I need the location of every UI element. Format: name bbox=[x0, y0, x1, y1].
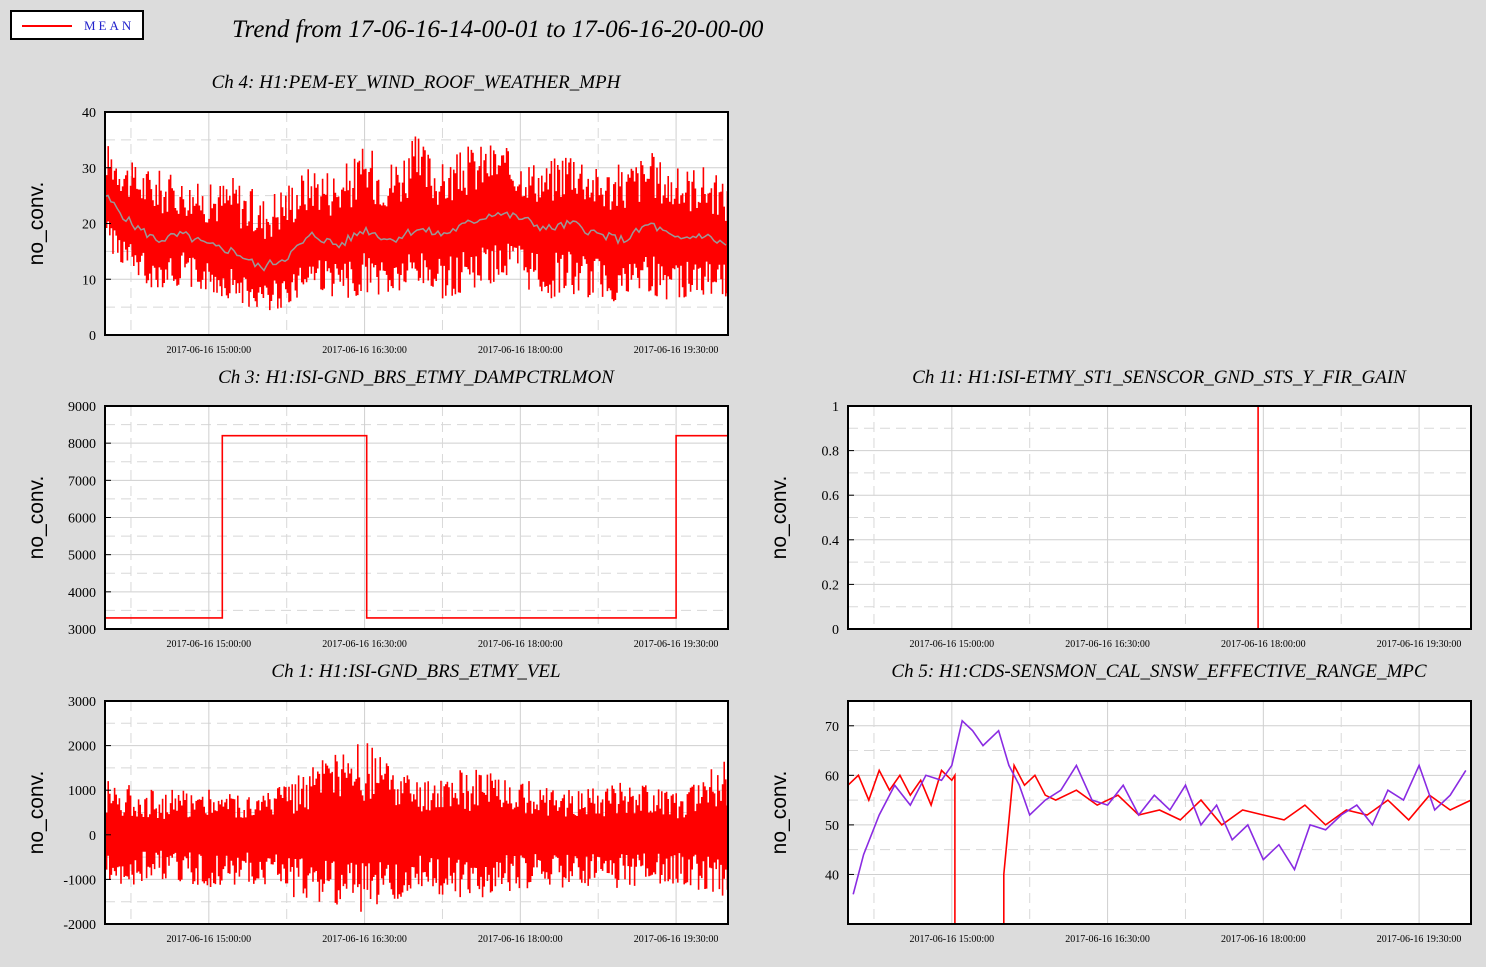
ch1-y-axis-label: no_conv. bbox=[25, 771, 48, 855]
ch5-y-tick-label: 40 bbox=[825, 868, 839, 883]
ch3-x-tick-label: 2017-06-16 16:30:00 bbox=[322, 639, 407, 650]
ch11-y-tick-label: 0.6 bbox=[822, 489, 840, 504]
ch3-series-0-line bbox=[105, 434, 728, 619]
ch4-y-tick-label: 10 bbox=[82, 273, 96, 288]
ch3-y-axis-label: no_conv. bbox=[25, 476, 48, 560]
ch1-y-tick-label: 2000 bbox=[68, 740, 96, 755]
ch4-x-tick-label: 2017-06-16 19:30:00 bbox=[634, 345, 719, 356]
legend: MEAN bbox=[10, 10, 144, 40]
ch1-y-tick-label: 0 bbox=[89, 829, 96, 844]
ch5-y-axis-label: no_conv. bbox=[768, 771, 791, 855]
ch5-x-tick-label: 2017-06-16 18:00:00 bbox=[1221, 934, 1306, 945]
ch5-y-tick-label: 50 bbox=[825, 819, 839, 834]
ch11-x-tick-label: 2017-06-16 16:30:00 bbox=[1065, 639, 1150, 650]
ch11-x-tick-label: 2017-06-16 15:00:00 bbox=[909, 639, 994, 650]
ch1-y-tick-label: -2000 bbox=[63, 918, 96, 933]
page-title: Trend from 17-06-16-14-00-01 to 17-06-16… bbox=[232, 16, 764, 43]
ch4-x-tick-label: 2017-06-16 18:00:00 bbox=[478, 345, 563, 356]
ch5-frame bbox=[847, 700, 1472, 925]
ch11-y-tick-label: 0.2 bbox=[822, 578, 840, 593]
ch5-x-tick-label: 2017-06-16 16:30:00 bbox=[1065, 934, 1150, 945]
ch3-chart-title: Ch 3: H1:ISI-GND_BRS_ETMY_DAMPCTRLMON bbox=[218, 367, 615, 388]
ch5-x-tick-label: 2017-06-16 19:30:00 bbox=[1377, 934, 1462, 945]
ch4-y-tick-label: 40 bbox=[82, 106, 96, 121]
ch3-x-tick-label: 2017-06-16 19:30:00 bbox=[634, 639, 719, 650]
ch4-y-tick-label: 20 bbox=[82, 218, 96, 233]
ch11-y-axis-label: no_conv. bbox=[768, 476, 791, 560]
ch11-x-tick-label: 2017-06-16 19:30:00 bbox=[1377, 639, 1462, 650]
legend-swatch bbox=[22, 25, 72, 27]
ch5-y-tick-label: 60 bbox=[825, 769, 839, 784]
ch4-x-tick-label: 2017-06-16 16:30:00 bbox=[322, 345, 407, 356]
ch5-x-tick-label: 2017-06-16 15:00:00 bbox=[909, 934, 994, 945]
ch11-y-tick-label: 1 bbox=[832, 400, 839, 415]
ch11-chart-title: Ch 11: H1:ISI-ETMY_ST1_SENSCOR_GND_STS_Y… bbox=[912, 367, 1407, 388]
ch4-y-axis-label: no_conv. bbox=[25, 182, 48, 266]
ch4-chart-title: Ch 4: H1:PEM-EY_WIND_ROOF_WEATHER_MPH bbox=[212, 72, 622, 93]
ch4-series-mean-line bbox=[104, 194, 727, 272]
ch3-y-tick-label: 4000 bbox=[68, 586, 96, 601]
ch4-x-tick-label: 2017-06-16 15:00:00 bbox=[166, 345, 251, 356]
ch3-y-tick-label: 6000 bbox=[68, 512, 96, 527]
ch5-y-tick-label: 70 bbox=[825, 720, 839, 735]
ch1-chart-title: Ch 1: H1:ISI-GND_BRS_ETMY_VEL bbox=[271, 661, 560, 682]
ch11-frame bbox=[847, 405, 1472, 630]
ch4-y-tick-label: 30 bbox=[82, 162, 96, 177]
ch11-x-tick-label: 2017-06-16 18:00:00 bbox=[1221, 639, 1306, 650]
ch11-y-tick-label: 0 bbox=[832, 623, 839, 638]
ch3-y-tick-label: 7000 bbox=[68, 474, 96, 489]
ch5-chart-title: Ch 5: H1:CDS-SENSMON_CAL_SNSW_EFFECTIVE_… bbox=[891, 661, 1426, 682]
ch3-x-tick-label: 2017-06-16 15:00:00 bbox=[166, 639, 251, 650]
ch3-y-tick-label: 8000 bbox=[68, 437, 96, 452]
legend-label: MEAN bbox=[84, 18, 135, 33]
ch3-x-tick-label: 2017-06-16 18:00:00 bbox=[478, 639, 563, 650]
ch1-x-tick-label: 2017-06-16 19:30:00 bbox=[634, 934, 719, 945]
ch4-y-tick-label: 0 bbox=[89, 329, 96, 344]
ch1-y-tick-label: -1000 bbox=[63, 873, 96, 888]
ch3-y-tick-label: 3000 bbox=[68, 623, 96, 638]
ch1-x-tick-label: 2017-06-16 18:00:00 bbox=[478, 934, 563, 945]
ch3-y-tick-label: 5000 bbox=[68, 549, 96, 564]
ch1-y-tick-label: 1000 bbox=[68, 784, 96, 799]
ch5-series-0-line bbox=[847, 762, 1472, 925]
ch1-y-tick-label: 3000 bbox=[68, 695, 96, 710]
ch11-y-tick-label: 0.4 bbox=[822, 534, 840, 549]
ch3-y-tick-label: 9000 bbox=[68, 400, 96, 415]
ch5-series-1-line bbox=[852, 719, 1467, 895]
ch11-y-tick-label: 0.8 bbox=[822, 445, 840, 460]
ch1-x-tick-label: 2017-06-16 16:30:00 bbox=[322, 934, 407, 945]
ch1-x-tick-label: 2017-06-16 15:00:00 bbox=[166, 934, 251, 945]
ch1-frame bbox=[104, 700, 729, 925]
